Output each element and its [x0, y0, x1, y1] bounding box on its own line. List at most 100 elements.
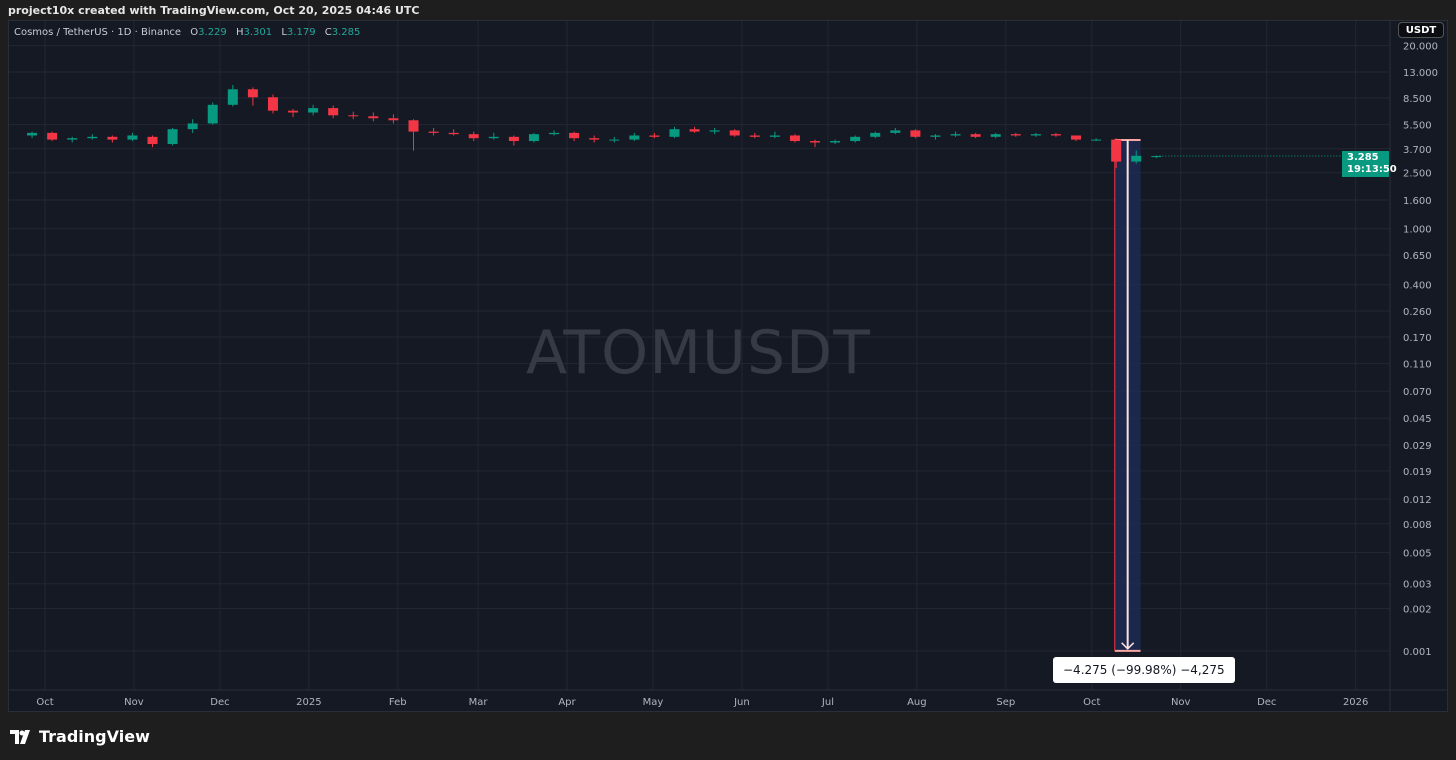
- candle-body: [870, 132, 881, 137]
- time-axis: Oct Nov Dec 2025 Feb Mar Apr May Jun Jul Aug Sep Oct…: [36, 697, 1368, 708]
- price-tick-label: 0.070: [1403, 387, 1432, 398]
- price-tick-label: 0.002: [1403, 604, 1432, 615]
- candle-body: [609, 139, 620, 141]
- price-tick-label: 0.400: [1403, 281, 1432, 292]
- time-tick-label: Sep: [996, 697, 1015, 708]
- candle-body: [810, 141, 821, 143]
- candle-body: [127, 135, 138, 140]
- last-price-value: 3.285: [1347, 152, 1379, 163]
- time-tick-label: 2025: [296, 697, 321, 708]
- time-tick-label: Mar: [469, 697, 489, 708]
- candle-body: [468, 134, 479, 139]
- price-tick-label: 5.500: [1403, 121, 1432, 132]
- candle-body: [1071, 135, 1082, 140]
- candle-body: [689, 129, 700, 132]
- price-tick-label: 0.003: [1403, 580, 1432, 591]
- grid: [9, 21, 1447, 711]
- high-label: H: [235, 27, 244, 38]
- candle-body: [910, 130, 921, 137]
- symbol-name[interactable]: Cosmos / TetherUS · 1D · Binance: [14, 27, 182, 38]
- open-value: 3.229: [198, 27, 227, 38]
- candle-body: [167, 129, 178, 145]
- time-tick-label: Dec: [210, 697, 229, 708]
- attribution-text: project10x created with TradingView.com,…: [8, 4, 420, 17]
- candle-body: [488, 136, 499, 139]
- price-tick-label: 0.008: [1403, 520, 1432, 531]
- price-tick-label: 0.650: [1403, 251, 1432, 262]
- candle-body: [227, 89, 238, 105]
- price-tick-label: 3.700: [1403, 145, 1432, 156]
- price-tick-label: 0.110: [1403, 360, 1432, 371]
- candle-body: [890, 130, 901, 133]
- candle-body: [950, 134, 961, 136]
- candle-body: [930, 135, 941, 137]
- price-tick-label: 0.019: [1403, 467, 1432, 478]
- price-tick-label: 20.000: [1403, 42, 1438, 53]
- bar-countdown: 19:13:50: [1347, 164, 1397, 175]
- candle-body: [1050, 134, 1061, 136]
- time-tick-label: Apr: [558, 697, 576, 708]
- time-tick-label: 2026: [1343, 697, 1368, 708]
- time-tick-label: May: [643, 697, 664, 708]
- tradingview-logo-icon: [10, 729, 30, 744]
- currency-button[interactable]: USDT: [1398, 22, 1444, 38]
- candle-body: [368, 116, 379, 119]
- candle-body: [528, 134, 539, 142]
- candle-body: [147, 136, 158, 145]
- price-tick-label: 0.012: [1403, 495, 1432, 506]
- candle-body: [549, 132, 560, 135]
- candle-body: [1030, 134, 1041, 136]
- symbol-legend: Cosmos / TetherUS · 1D · Binance O3.229 …: [14, 27, 360, 38]
- chart-frame[interactable]: [8, 20, 1448, 712]
- candle-body: [308, 108, 319, 113]
- candle-body: [267, 97, 278, 111]
- candle-body: [247, 89, 258, 98]
- candle-body: [448, 132, 459, 135]
- candles: [27, 85, 1342, 169]
- candle-body: [328, 108, 339, 116]
- candle-body: [428, 131, 439, 133]
- candle-body: [749, 135, 760, 137]
- time-tick-label: Dec: [1257, 697, 1276, 708]
- low-value: 3.179: [286, 27, 316, 38]
- time-tick-label: Jul: [821, 697, 834, 708]
- low-label: L: [281, 27, 287, 38]
- last-price-tag: 3.285 19:13:50: [1342, 151, 1397, 177]
- price-tick-label: 0.045: [1403, 414, 1432, 425]
- candle-body: [47, 132, 58, 140]
- candle-body: [1010, 134, 1021, 136]
- candle-body: [850, 136, 861, 142]
- price-tick-label: 0.001: [1403, 647, 1432, 658]
- candle-body: [87, 136, 98, 139]
- candle-body: [990, 134, 1001, 137]
- candle-body: [569, 132, 580, 139]
- price-tick-label: 0.260: [1403, 307, 1432, 318]
- time-tick-label: Oct: [1083, 697, 1100, 708]
- candle-body: [1151, 156, 1162, 158]
- candle-body: [1131, 155, 1142, 162]
- candle-body: [589, 138, 600, 140]
- close-label: C: [324, 27, 332, 38]
- open-label: O: [190, 27, 199, 38]
- candle-body: [107, 136, 118, 140]
- candle-body: [288, 110, 299, 113]
- time-tick-label: Aug: [907, 697, 927, 708]
- candle-body: [1091, 139, 1102, 141]
- tradingview-logo[interactable]: TradingView: [10, 727, 150, 746]
- candle-body: [187, 123, 198, 130]
- price-tick-label: 8.500: [1403, 94, 1432, 105]
- candle-body: [67, 138, 78, 140]
- candle-body: [769, 135, 780, 137]
- candle-body: [729, 130, 740, 136]
- price-tick-label: 13.000: [1403, 68, 1438, 79]
- price-tick-label: 0.170: [1403, 333, 1432, 344]
- candle-body: [207, 104, 218, 124]
- price-tick-label: 2.500: [1403, 169, 1432, 180]
- brand-name: TradingView: [39, 727, 150, 746]
- time-tick-label: Nov: [1171, 697, 1191, 708]
- price-axis: 20.000 13.000 8.500 5.500 3.700 2.500 1.600 1.0…: [1403, 42, 1438, 658]
- time-tick-label: Feb: [389, 697, 407, 708]
- symbol-watermark: ATOMUSDT: [526, 318, 871, 388]
- candle-body: [508, 136, 519, 142]
